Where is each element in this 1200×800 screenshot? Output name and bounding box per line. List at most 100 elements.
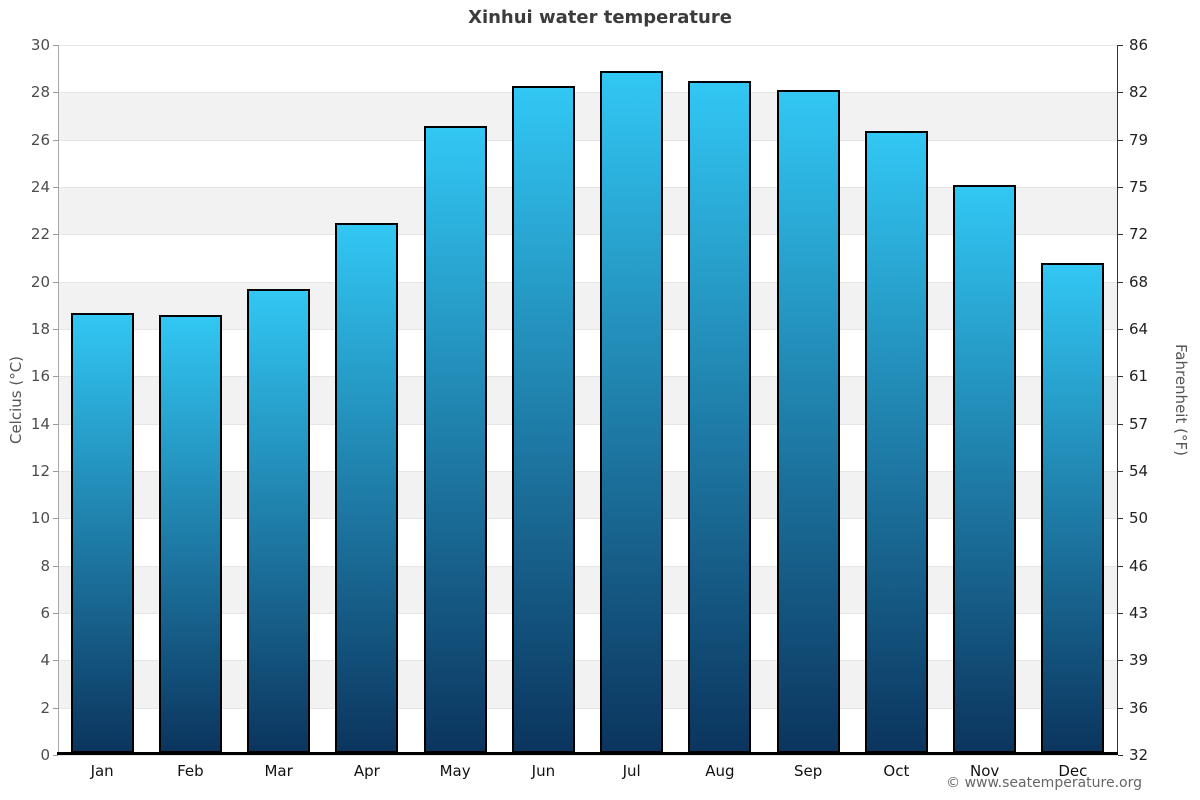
gridline [58, 613, 1117, 614]
y-tick-right [1118, 329, 1123, 330]
x-axis-label-oct: Oct [883, 762, 910, 780]
y-tick-left [53, 329, 58, 330]
y-tick-label-fahrenheit: 32 [1129, 746, 1149, 764]
bar-feb[interactable] [158, 315, 222, 753]
y-tick-right [1118, 376, 1123, 378]
plot-band [58, 139, 1117, 187]
x-axis-label-aug: Aug [705, 762, 735, 780]
y-tick-left [53, 755, 58, 756]
bar-dec[interactable] [1041, 263, 1105, 753]
plot-band [58, 423, 1117, 471]
y-tick-label-fahrenheit: 72 [1129, 225, 1149, 244]
gridline [58, 707, 1117, 709]
y-tick-right [1118, 423, 1123, 425]
y-tick-label-celsius: 0 [40, 746, 50, 764]
plot-band [58, 471, 1117, 519]
bar-jun[interactable] [511, 85, 575, 753]
plot-band [58, 281, 1117, 329]
y-tick-label-celsius: 22 [30, 225, 50, 244]
y-tick-right [1118, 45, 1123, 46]
y-tick-label-fahrenheit: 61 [1129, 367, 1149, 386]
y-tick-label-celsius: 10 [30, 509, 50, 528]
y-tick-label-fahrenheit: 75 [1129, 178, 1149, 196]
plot-band [58, 92, 1117, 140]
bar-sep[interactable] [776, 90, 840, 753]
gridline [58, 755, 1117, 756]
y-tick-left [53, 139, 58, 141]
gridline [58, 139, 1117, 141]
bar-oct[interactable] [864, 130, 928, 753]
bar-jan[interactable] [70, 312, 134, 753]
y-tick-label-celsius: 30 [30, 36, 50, 54]
gridline [58, 518, 1117, 520]
gridline [58, 187, 1117, 188]
y-tick-left [53, 707, 58, 709]
y-tick-label-fahrenheit: 46 [1129, 556, 1149, 575]
y-tick-left [53, 565, 58, 567]
y-tick-left [53, 518, 58, 520]
plot-band [58, 187, 1117, 235]
y-axis-left-title: Celcius (°C) [7, 355, 25, 445]
plot-band [58, 518, 1117, 566]
y-tick-left [53, 376, 58, 378]
gridline [58, 329, 1117, 330]
bar-mar[interactable] [247, 289, 311, 753]
bar-may[interactable] [423, 125, 487, 753]
y-tick-left [53, 471, 58, 472]
y-tick-left [53, 613, 58, 614]
y-axis-left-line [58, 45, 59, 755]
y-tick-left [53, 660, 58, 662]
y-tick-label-celsius: 6 [40, 604, 50, 622]
y-tick-left [53, 187, 58, 188]
gridline [58, 471, 1117, 472]
x-axis-label-dec: Dec [1058, 762, 1088, 780]
plot-band [58, 376, 1117, 424]
x-axis-label-feb: Feb [177, 762, 204, 780]
y-tick-right [1118, 565, 1123, 567]
y-tick-right [1118, 187, 1123, 188]
bar-apr[interactable] [335, 222, 399, 753]
y-tick-right [1118, 471, 1123, 472]
y-tick-label-celsius: 8 [40, 556, 50, 575]
x-axis-label-nov: Nov [969, 762, 1000, 780]
x-axis-label-mar: Mar [264, 762, 293, 780]
y-tick-label-celsius: 26 [30, 130, 50, 149]
y-tick-label-celsius: 14 [30, 414, 50, 433]
y-tick-label-celsius: 20 [30, 272, 50, 291]
y-tick-right [1118, 92, 1123, 94]
y-tick-right [1118, 660, 1123, 662]
y-tick-label-fahrenheit: 86 [1129, 36, 1149, 54]
y-tick-label-fahrenheit: 82 [1129, 83, 1149, 102]
y-tick-label-celsius: 28 [30, 83, 50, 102]
x-axis-label-apr: Apr [353, 762, 380, 780]
plot-area [58, 45, 1117, 756]
chart-title: Xinhui water temperature [468, 7, 732, 28]
y-tick-label-fahrenheit: 57 [1129, 414, 1149, 433]
x-axis-label-may: May [439, 762, 471, 780]
y-tick-label-fahrenheit: 43 [1129, 604, 1149, 622]
y-tick-label-celsius: 2 [40, 698, 50, 717]
y-tick-left [53, 45, 58, 46]
y-tick-left [53, 281, 58, 283]
y-tick-label-fahrenheit: 54 [1129, 462, 1149, 480]
x-axis-label-jan: Jan [90, 762, 114, 780]
y-tick-right [1118, 613, 1123, 614]
gridline [58, 92, 1117, 94]
y-tick-label-fahrenheit: 36 [1129, 698, 1149, 717]
bar-jul[interactable] [600, 71, 664, 753]
y-tick-label-celsius: 18 [30, 320, 50, 338]
y-tick-label-fahrenheit: 39 [1129, 651, 1149, 670]
plot-band [58, 234, 1117, 282]
x-axis-line [57, 752, 1118, 755]
gridline [58, 281, 1117, 283]
gridline [58, 45, 1117, 46]
plot-band [58, 660, 1117, 708]
y-tick-right [1118, 755, 1123, 756]
y-axis-right-line [1117, 45, 1118, 755]
y-tick-label-celsius: 4 [40, 651, 50, 670]
bar-aug[interactable] [688, 80, 752, 753]
gridline [58, 423, 1117, 425]
x-axis-label-jun: Jun [531, 762, 556, 780]
bar-nov[interactable] [953, 185, 1017, 753]
y-axis-right-title: Fahrenheit (°F) [1172, 344, 1190, 456]
